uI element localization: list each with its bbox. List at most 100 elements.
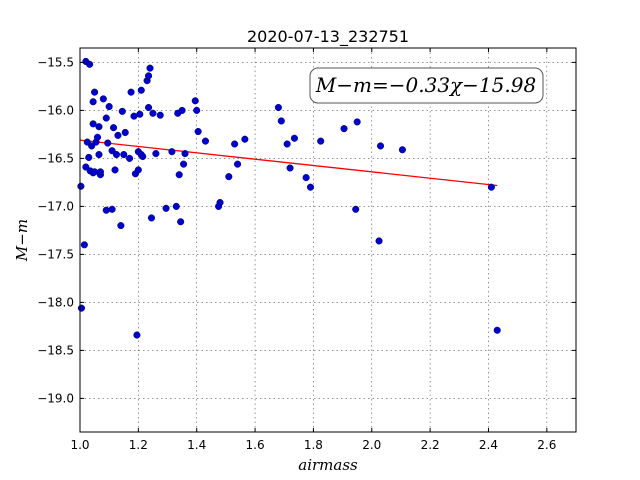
x-tick-label: 2.4 xyxy=(479,438,498,452)
data-point xyxy=(111,166,119,174)
data-point xyxy=(286,164,294,172)
data-point xyxy=(352,205,360,213)
chart-title: 2020-07-13_232751 xyxy=(247,27,409,47)
data-point xyxy=(191,97,199,105)
x-tick-label: 1.2 xyxy=(129,438,148,452)
data-point xyxy=(89,98,97,106)
data-point xyxy=(120,151,128,159)
y-tick-label: −19.0 xyxy=(37,391,74,405)
fit-equation-box: M−m=−0.33χ−15.98 xyxy=(309,67,544,104)
data-point xyxy=(317,137,325,145)
data-point xyxy=(487,183,495,191)
x-axis-label: airmass xyxy=(298,456,358,474)
data-point xyxy=(137,86,145,94)
data-point xyxy=(376,142,385,150)
data-point xyxy=(127,88,135,96)
data-point xyxy=(156,111,164,119)
y-tick-label: −17.5 xyxy=(37,247,74,261)
data-point xyxy=(77,304,86,312)
data-point xyxy=(194,127,202,136)
data-point xyxy=(274,103,282,112)
data-point xyxy=(110,124,118,132)
data-point xyxy=(306,183,315,191)
y-tick-label: −16.0 xyxy=(37,103,74,117)
data-point xyxy=(225,173,233,181)
data-point xyxy=(133,331,141,339)
data-point xyxy=(241,135,249,143)
data-point xyxy=(162,204,170,212)
data-point xyxy=(375,237,383,245)
y-axis-label: M−m xyxy=(13,219,31,262)
data-point xyxy=(121,128,129,137)
data-point xyxy=(168,148,176,156)
data-point xyxy=(145,103,153,112)
data-point xyxy=(118,107,126,115)
data-point xyxy=(139,152,147,161)
data-point xyxy=(126,154,134,162)
fit-equation-frame xyxy=(309,67,544,104)
data-point xyxy=(172,202,180,210)
x-tick-label: 1.6 xyxy=(246,438,265,452)
data-point xyxy=(234,160,242,168)
data-point xyxy=(86,60,94,68)
data-point xyxy=(102,206,110,214)
data-point xyxy=(117,222,125,230)
y-tick-label: −17.0 xyxy=(37,199,74,213)
data-point xyxy=(231,140,239,148)
plot-frame xyxy=(79,47,577,433)
data-point xyxy=(112,151,121,159)
data-point xyxy=(302,174,310,182)
data-point xyxy=(353,118,361,126)
y-tick-label: −18.5 xyxy=(37,343,74,357)
data-point xyxy=(99,95,107,103)
data-point xyxy=(145,72,153,80)
fit-equation: M−m=−0.33χ−15.98 xyxy=(315,73,536,97)
data-point xyxy=(493,326,501,334)
y-tick-label: −18.0 xyxy=(37,295,74,309)
data-point xyxy=(77,182,85,190)
data-point xyxy=(178,106,186,114)
data-point xyxy=(201,137,210,145)
data-point xyxy=(152,150,160,158)
x-tick-label: 1.0 xyxy=(70,438,89,452)
y-tick-label: −16.5 xyxy=(37,151,74,165)
data-point xyxy=(180,160,188,168)
data-point xyxy=(80,241,88,249)
x-tick-label: 2.2 xyxy=(421,438,440,452)
data-point xyxy=(108,205,116,213)
data-point xyxy=(181,150,189,158)
data-point xyxy=(149,109,157,117)
x-tick-label: 1.8 xyxy=(304,438,323,452)
data-point xyxy=(91,88,99,96)
data-point xyxy=(105,103,113,111)
data-point xyxy=(134,166,142,174)
data-point xyxy=(95,123,103,131)
data-point xyxy=(114,131,122,139)
fit-line-layer xyxy=(79,139,498,187)
data-point xyxy=(85,153,93,161)
data-point xyxy=(93,133,102,141)
data-point xyxy=(136,110,144,118)
data-point xyxy=(283,140,291,148)
data-points xyxy=(77,57,501,339)
y-tick-label: −15.5 xyxy=(37,55,74,69)
data-point xyxy=(89,120,97,128)
axis-ticks: 1.0 1.2 1.4 1.6 1.8 2.0 2.2 2.4 2.6 −15.5 −16.0 −16… xyxy=(37,48,576,452)
x-tick-label: 1.4 xyxy=(187,438,206,452)
data-point xyxy=(147,214,156,222)
data-point xyxy=(216,199,224,207)
data-point xyxy=(102,114,110,122)
data-point xyxy=(96,168,104,176)
x-tick-label: 2.6 xyxy=(537,438,556,452)
data-point xyxy=(177,218,185,226)
data-point xyxy=(398,146,406,154)
data-point xyxy=(95,151,103,159)
data-point xyxy=(146,64,154,72)
data-point xyxy=(340,125,348,133)
data-point xyxy=(104,139,112,147)
data-point xyxy=(290,134,298,142)
data-point xyxy=(193,106,201,114)
data-point xyxy=(175,171,183,179)
fit-line xyxy=(79,139,498,187)
